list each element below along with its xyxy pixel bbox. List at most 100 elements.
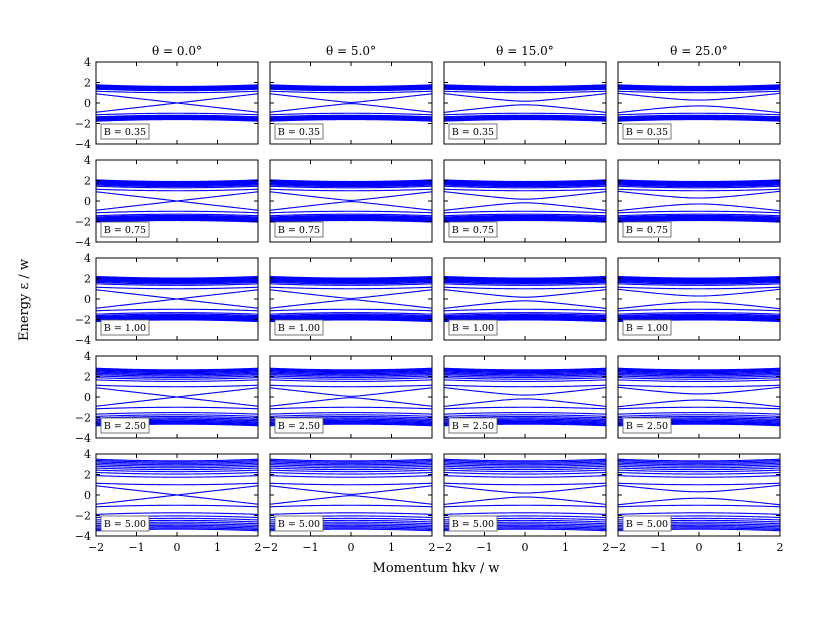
b-label-box <box>622 515 672 532</box>
b-label: B = 1.00 <box>452 323 494 334</box>
band-line <box>444 316 606 320</box>
band-line <box>270 289 432 299</box>
band-line <box>96 286 258 290</box>
band-line <box>96 384 258 388</box>
b-label-box <box>274 221 324 238</box>
band-line <box>618 84 780 87</box>
band-line <box>618 288 780 297</box>
band-line <box>618 184 780 188</box>
band-line <box>618 203 780 212</box>
band-line <box>96 191 258 202</box>
panel: B = 0.35 θ = 25.0° <box>617 44 781 145</box>
band-line <box>444 283 606 286</box>
band-line <box>444 461 606 464</box>
band-line <box>618 182 780 185</box>
band-line <box>444 217 606 221</box>
column-title: θ = 0.0° <box>152 44 202 58</box>
band-line <box>270 283 432 286</box>
band-line <box>96 183 258 187</box>
band-line <box>618 459 780 463</box>
band-line <box>270 317 432 321</box>
band-line <box>618 316 780 319</box>
x-tick-label: 2 <box>429 541 436 554</box>
band-line <box>270 277 432 280</box>
panel: B = 1.00 <box>443 257 607 341</box>
band-line <box>618 369 780 373</box>
panel: −2 −1 0 1 2 B = 5.00 <box>262 453 436 554</box>
band-line <box>270 371 432 375</box>
band-line <box>96 396 258 407</box>
band-line <box>444 316 606 319</box>
band-line <box>96 217 258 221</box>
band-line <box>444 415 606 419</box>
y-tick-label: 0 <box>84 391 91 404</box>
band-line <box>270 464 432 467</box>
band-line <box>444 372 606 376</box>
band-line <box>270 467 432 471</box>
band-line <box>270 179 432 183</box>
band-line <box>270 216 432 220</box>
band-line <box>270 375 432 379</box>
band-line <box>618 280 780 284</box>
band-line <box>96 373 258 377</box>
band-line <box>96 215 258 219</box>
band-line <box>270 397 432 407</box>
band-line <box>444 289 606 298</box>
band-line <box>96 465 258 469</box>
band-line <box>444 216 606 220</box>
band-line <box>618 512 780 515</box>
band-line <box>96 185 258 189</box>
x-tick-label: 2 <box>255 541 262 554</box>
band-line <box>618 316 780 320</box>
band-line <box>444 406 606 410</box>
band-line <box>444 210 606 214</box>
b-label: B = 2.50 <box>278 421 320 432</box>
b-label-box <box>274 515 324 532</box>
band-line <box>618 471 780 475</box>
band-line <box>618 188 780 192</box>
band-line <box>444 504 606 508</box>
band-line <box>96 316 258 320</box>
band-line <box>96 84 258 87</box>
y-tick-label: −2 <box>75 412 91 425</box>
band-line <box>618 461 780 464</box>
column-title: θ = 15.0° <box>496 44 554 58</box>
b-label: B = 5.00 <box>104 519 146 530</box>
band-line <box>444 375 606 379</box>
band-line <box>618 92 780 101</box>
band-line <box>444 279 606 282</box>
band-line <box>618 467 780 471</box>
band-line <box>444 219 606 223</box>
band-line <box>618 279 780 283</box>
panel: B = 1.00 <box>269 257 433 341</box>
band-line <box>96 367 258 371</box>
band-line <box>444 368 606 372</box>
b-label: B = 5.00 <box>626 519 668 530</box>
panel: B = 2.50 <box>269 355 433 439</box>
x-tick-label: 0 <box>174 541 181 554</box>
band-line <box>96 214 258 218</box>
band-line <box>270 372 432 376</box>
band-line <box>96 412 258 415</box>
band-line <box>444 398 606 407</box>
panel: B = 2.50 <box>443 355 607 439</box>
band-line <box>618 283 780 286</box>
b-label: B = 0.35 <box>626 127 668 138</box>
band-line <box>270 485 432 495</box>
panel: −2 −1 0 1 2 B = 5.00 <box>436 453 610 554</box>
band-line <box>444 308 606 312</box>
band-line <box>444 181 606 185</box>
band-line <box>618 279 780 282</box>
band-line <box>96 459 258 463</box>
y-tick-label: 4 <box>84 350 91 363</box>
b-label-box <box>274 319 324 336</box>
band-line <box>618 105 780 114</box>
band-line <box>270 112 432 116</box>
band-line <box>270 210 432 214</box>
band-line <box>96 318 258 321</box>
band-line <box>96 217 258 220</box>
b-label-box <box>448 417 498 434</box>
band-line <box>444 202 606 211</box>
